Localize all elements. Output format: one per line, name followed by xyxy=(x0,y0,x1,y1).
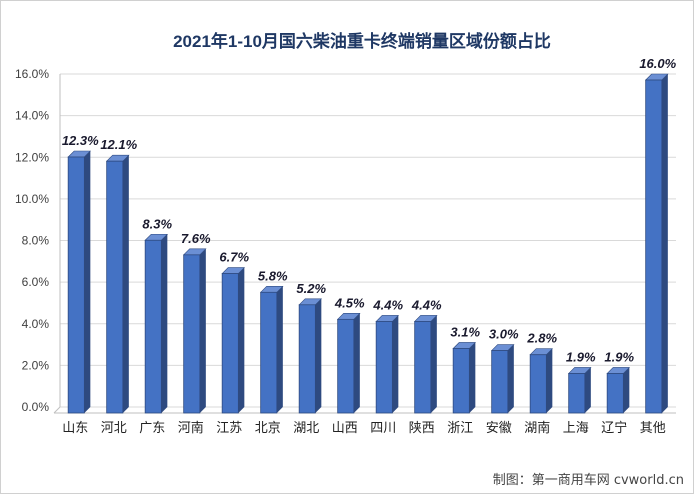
bar-side xyxy=(199,248,206,413)
bar-side xyxy=(546,348,553,413)
bar-side xyxy=(392,315,399,413)
y-tick-label: 4.0% xyxy=(22,317,50,331)
x-tick-label: 广东 xyxy=(139,421,165,436)
bar-side xyxy=(353,313,360,413)
bar-side xyxy=(507,344,514,413)
y-tick-label: 12.0% xyxy=(15,150,49,164)
x-tick-label: 湖南 xyxy=(524,420,550,436)
data-label: 1.9% xyxy=(566,349,596,364)
bar xyxy=(568,373,586,414)
bar xyxy=(298,304,316,414)
bar-side xyxy=(584,367,591,413)
bar xyxy=(221,273,239,414)
x-tick-label: 山西 xyxy=(332,421,358,436)
data-label: 2.8% xyxy=(526,331,557,346)
x-tick-label: 江苏 xyxy=(216,420,242,436)
data-label: 3.1% xyxy=(450,324,480,339)
bar xyxy=(337,318,355,414)
x-tick-label: 辽宁 xyxy=(601,420,627,436)
data-label: 12.1% xyxy=(100,137,137,152)
data-label: 4.4% xyxy=(411,297,442,312)
bar-side xyxy=(430,315,437,413)
bar xyxy=(452,348,470,414)
y-tick-label: 10.0% xyxy=(15,192,49,206)
x-tick-label: 河北 xyxy=(101,421,127,436)
bar xyxy=(375,321,393,414)
bar xyxy=(645,79,663,414)
bar xyxy=(491,350,509,414)
bar-side xyxy=(238,267,245,413)
x-tick-label: 湖北 xyxy=(293,421,319,436)
x-axis-tick-labels: 山东 河北 广东 河南 江苏 北京 湖北 山西 四川 陕西 浙江 安徽 湖南 上海 辽宁 其他 xyxy=(62,420,666,436)
y-tick-label: 8.0% xyxy=(22,234,50,248)
bar xyxy=(106,160,124,414)
source-credit: 制图：第一商用车网 cvworld.cn xyxy=(493,472,684,488)
bar-side xyxy=(661,74,668,413)
y-tick-label: 0.0% xyxy=(22,400,50,414)
x-tick-label: 陕西 xyxy=(409,421,435,436)
y-axis-tick-labels: 0.0% 2.0% 4.0% 6.0% 8.0% 10.0% 12.0% 14.0% 16.0% xyxy=(15,67,49,414)
x-tick-label: 河南 xyxy=(178,420,204,436)
data-label: 3.0% xyxy=(489,327,519,342)
bar-side xyxy=(122,155,129,413)
bar-side xyxy=(623,367,630,413)
y-tick-label: 2.0% xyxy=(22,358,50,372)
chart-title: 2021年1-10月国六柴油重卡终端销量区域份额占比 xyxy=(173,31,551,51)
x-tick-label: 北京 xyxy=(255,421,281,436)
data-label: 6.7% xyxy=(219,250,249,265)
bar xyxy=(260,291,278,414)
x-tick-label: 四川 xyxy=(370,421,396,436)
floor-edge xyxy=(53,406,61,414)
data-label: 16.0% xyxy=(639,56,676,71)
x-tick-label: 其他 xyxy=(640,421,666,436)
bar xyxy=(529,354,547,414)
data-labels: 12.3% 12.1% 8.3% 7.6% 6.7% 5.8% 5.2% 4.5% 4.4% 4.… xyxy=(62,56,677,364)
data-label: 7.6% xyxy=(181,231,211,246)
x-tick-label: 安徽 xyxy=(486,421,512,436)
y-tick-label: 16.0% xyxy=(15,67,49,81)
data-label: 12.3% xyxy=(62,133,99,148)
data-label: 5.8% xyxy=(258,268,288,283)
data-label: 4.4% xyxy=(372,297,403,312)
x-tick-label: 上海 xyxy=(563,421,589,436)
data-label: 8.3% xyxy=(142,216,172,231)
x-tick-label: 浙江 xyxy=(447,421,473,436)
bar xyxy=(414,321,432,414)
y-tick-label: 14.0% xyxy=(15,109,49,123)
data-label: 1.9% xyxy=(604,349,634,364)
bar xyxy=(606,373,624,414)
bar xyxy=(144,239,162,414)
x-tick-label: 山东 xyxy=(62,421,88,436)
data-label: 5.2% xyxy=(296,281,326,296)
data-label: 4.5% xyxy=(334,295,365,310)
bar-side xyxy=(276,286,283,413)
bar-side xyxy=(315,298,322,413)
bar xyxy=(67,156,85,414)
bar xyxy=(183,254,201,414)
bar-side xyxy=(84,151,91,413)
bar-side xyxy=(469,342,476,413)
bar-side xyxy=(161,234,168,413)
bars xyxy=(67,73,669,414)
y-tick-label: 6.0% xyxy=(22,275,50,289)
